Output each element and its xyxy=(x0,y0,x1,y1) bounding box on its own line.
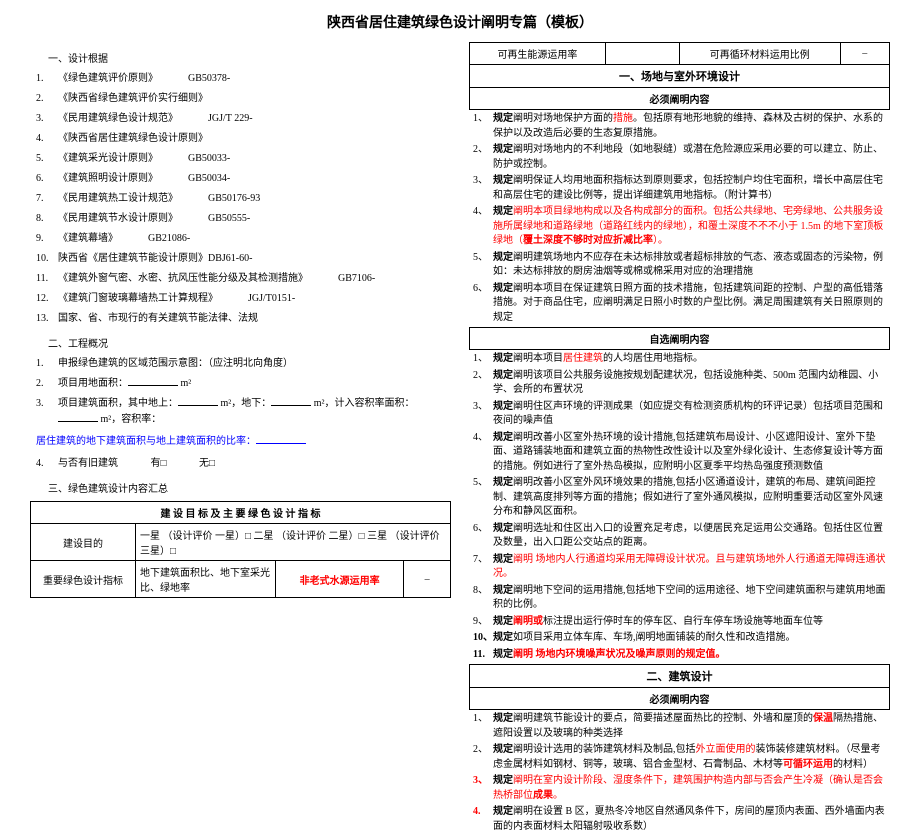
r2c: – xyxy=(404,561,451,598)
ref-item: 2.《陕西省绿色建筑评价实行细则》 xyxy=(36,91,451,107)
c: 无□ xyxy=(199,458,215,469)
left-column: 一、设计根据 1.《绿色建筑评价原则》GB50378- 2.《陕西省绿色建筑评价实… xyxy=(30,42,457,836)
ref-item: 6.《建筑照明设计原则》GB50034- xyxy=(36,171,451,187)
rule-item: 7、规定阐明 场地内人行通道均采用无障碍设计状况。且与建筑场地外人行通道无障碍连… xyxy=(473,553,890,582)
rule-item: 10、规定如项目采用立体车库、车场,阐明地面铺装的耐久性和改造措施。 xyxy=(473,631,890,646)
d: m²，容积率： xyxy=(101,414,162,425)
rule-item: 2、规定阐明设计选用的装饰建筑材料及制品,包括外立面使用的装饰装修建筑材料。（尽… xyxy=(473,743,890,772)
must2: 必须阐明内容 xyxy=(470,688,890,710)
ref-item: 13.国家、省、市现行的有关建筑节能法律、法规 xyxy=(36,311,451,327)
ref-item: 12.《建筑门窗玻璃幕墙热工计算规程》JGJ/T0151- xyxy=(36,291,451,307)
ref-item: 10.陕西省《居住建筑节能设计原则》DBJ61-60- xyxy=(36,251,451,267)
p4: 居住建筑的地下建筑面积与地上建筑面积的比率： xyxy=(36,434,451,450)
r2a: 地下建筑面积比、地下室采光比、绿地率 xyxy=(136,561,276,598)
r2b: 非老式水源运用率 xyxy=(276,561,404,598)
rule-item: 1、规定阐明对场地保护方面的措施。包括原有地形地貌的维持、森林及古树的保护、水系… xyxy=(473,112,890,141)
rule-item: 1、规定阐明本项目居住建筑的人均居住用地指标。 xyxy=(473,352,890,367)
opt1: 自选阐明内容 xyxy=(470,328,890,350)
u: m² xyxy=(181,378,192,389)
a: 与否有旧建筑 xyxy=(58,458,118,469)
ta: 可再生能源运用率 xyxy=(470,43,606,65)
rule-item: 4、规定阐明本项目绿地构成以及各构成部分的面积。包括公共绿地、宅旁绿地、公共服务… xyxy=(473,205,890,249)
tc: – xyxy=(840,43,889,65)
rule-item: 3、规定阐明保证人均用地面积指标达到原则要求，包括控制户均住宅面积，增长中高层住… xyxy=(473,174,890,203)
c: m²，计入容积率面积： xyxy=(314,398,415,409)
p3: 项目建筑面积，其中地上： m²，地下： m²，计入容积率面积： m²，容积率： xyxy=(58,396,451,428)
ref-item: 5.《建筑采光设计原则》GB50033- xyxy=(36,151,451,167)
section-2-head: 二、工程概况 xyxy=(48,335,451,350)
section-1-head: 一、设计根据 xyxy=(48,50,451,65)
top-table: 可再生能源运用率 可再循环材料运用比例 – 一、场地与室外环境设计 必须阐明内容 xyxy=(469,42,890,110)
rule-item: 3、规定阐明住区声环境的评测成果（如应提交有检测资质机构的环评记录）包括项目范围… xyxy=(473,400,890,429)
tbl-head: 建 设 目 标 及 主 要 绿 色 设 计 指 标 xyxy=(31,502,451,524)
r1r: 一星 （设计评价 一星）□ 二星 （设计评价 二星）□ 三星 （设计评价 三星）… xyxy=(136,524,451,561)
tb: 可再循环材料运用比例 xyxy=(679,43,840,65)
rule-item: 2、规定阐明该项目公共服务设施按规划配建状况，包括设施种类、500m 范围内幼稚… xyxy=(473,369,890,398)
r1l: 建设目的 xyxy=(31,524,136,561)
ref-item: 9.《建筑幕墙》GB21086- xyxy=(36,231,451,247)
rule-item: 4.规定阐明在设置 B 区，夏热冬冷地区自然通风条件下，房间的屋顶内表面、西外墙… xyxy=(473,805,890,834)
page-title: 陕西省居住建筑绿色设计阐明专篇（模板） xyxy=(30,12,890,32)
t: 项目用地面积： xyxy=(58,378,128,389)
rule-item: 9、规定阐明或标注提出运行停时车的停车区、自行车停车场设施等地面车位等 xyxy=(473,615,890,630)
a: 项目建筑面积，其中地上： xyxy=(58,398,178,409)
rule-item: 11.规定阐明 场地内环境噪声状况及噪声原则的规定值。 xyxy=(473,648,890,663)
rule-item: 4、规定阐明改善小区室外热环境的设计措施,包括建筑布局设计、小区遮阳设计、室外下… xyxy=(473,431,890,475)
b: m²，地下： xyxy=(221,398,272,409)
b: 有□ xyxy=(151,458,167,469)
goals-table: 建 设 目 标 及 主 要 绿 色 设 计 指 标 建设目的 一星 （设计评价 … xyxy=(30,501,451,598)
ref-item: 1.《绿色建筑评价原则》GB50378- xyxy=(36,71,451,87)
p1: 申报绿色建筑的区域范围示意图：（应注明北向角度） xyxy=(58,356,451,372)
num: 4. xyxy=(36,456,58,472)
right-column: 可再生能源运用率 可再循环材料运用比例 – 一、场地与室外环境设计 必须阐明内容… xyxy=(469,42,890,836)
rule-item: 3、规定阐明在室内设计阶段、湿度条件下，建筑围护构造内部与否会产生冷凝（确认是否… xyxy=(473,774,890,803)
opt-head-tbl: 自选阐明内容 xyxy=(469,327,890,350)
ref-item: 7.《民用建筑热工设计规范》GB50176-93 xyxy=(36,191,451,207)
p5: 与否有旧建筑 有□ 无□ xyxy=(58,456,451,472)
num: 1. xyxy=(36,356,58,372)
ref-item: 4.《陕西省居住建筑绿色设计原则》 xyxy=(36,131,451,147)
rule-item: 1、规定阐明建筑节能设计的要点，简要描述屋面热比的控制、外墙和屋顶的保温隔热措施… xyxy=(473,712,890,741)
sec2: 二、建筑设计 xyxy=(470,665,890,688)
p2: 项目用地面积： m² xyxy=(58,376,451,392)
num: 2. xyxy=(36,376,58,392)
rule-item: 6、规定阐明选址和住区出入口的设置充足考虑，以便居民充足运用公交通路。包括住区位… xyxy=(473,522,890,551)
rule-item: 5、规定阐明建筑场地内不应存在未达标排放或者超标排放的气态、液态或固态的污染物，… xyxy=(473,251,890,280)
sec1: 一、场地与室外环境设计 xyxy=(470,65,890,88)
ref-item: 3.《民用建筑绿色设计规范》JGJ/T 229- xyxy=(36,111,451,127)
ref-item: 8.《民用建筑节水设计原则》GB50555- xyxy=(36,211,451,227)
rule-item: 2、规定阐明对场地内的不利地段（如地裂缝）或潜在危险源应采用必要的可以建立、防止… xyxy=(473,143,890,172)
r2l: 重要绿色设计指标 xyxy=(31,561,136,598)
section-3-head: 三、绿色建筑设计内容汇总 xyxy=(48,480,451,495)
rule-item: 5、规定阐明改善小区室外风环境效果的措施,包括小区通道设计，建筑的布局、建筑间距… xyxy=(473,476,890,520)
must1: 必须阐明内容 xyxy=(470,88,890,110)
sec2-tbl: 二、建筑设计 必须阐明内容 xyxy=(469,664,890,710)
t: 居住建筑的地下建筑面积与地上建筑面积的比率： xyxy=(36,436,256,447)
rule-item: 6、规定阐明本项目在保证建筑日照方面的技术措施，包括建筑间距的控制、户型的高低错… xyxy=(473,282,890,326)
num: 3. xyxy=(36,396,58,428)
rule-item: 8、规定阐明地下空间的运用措施,包括地下空间的运用途径、地下空间建筑面积与建筑用… xyxy=(473,584,890,613)
ref-item: 11.《建筑外窗气密、水密、抗风压性能分级及其检测措施》GB7106- xyxy=(36,271,451,287)
